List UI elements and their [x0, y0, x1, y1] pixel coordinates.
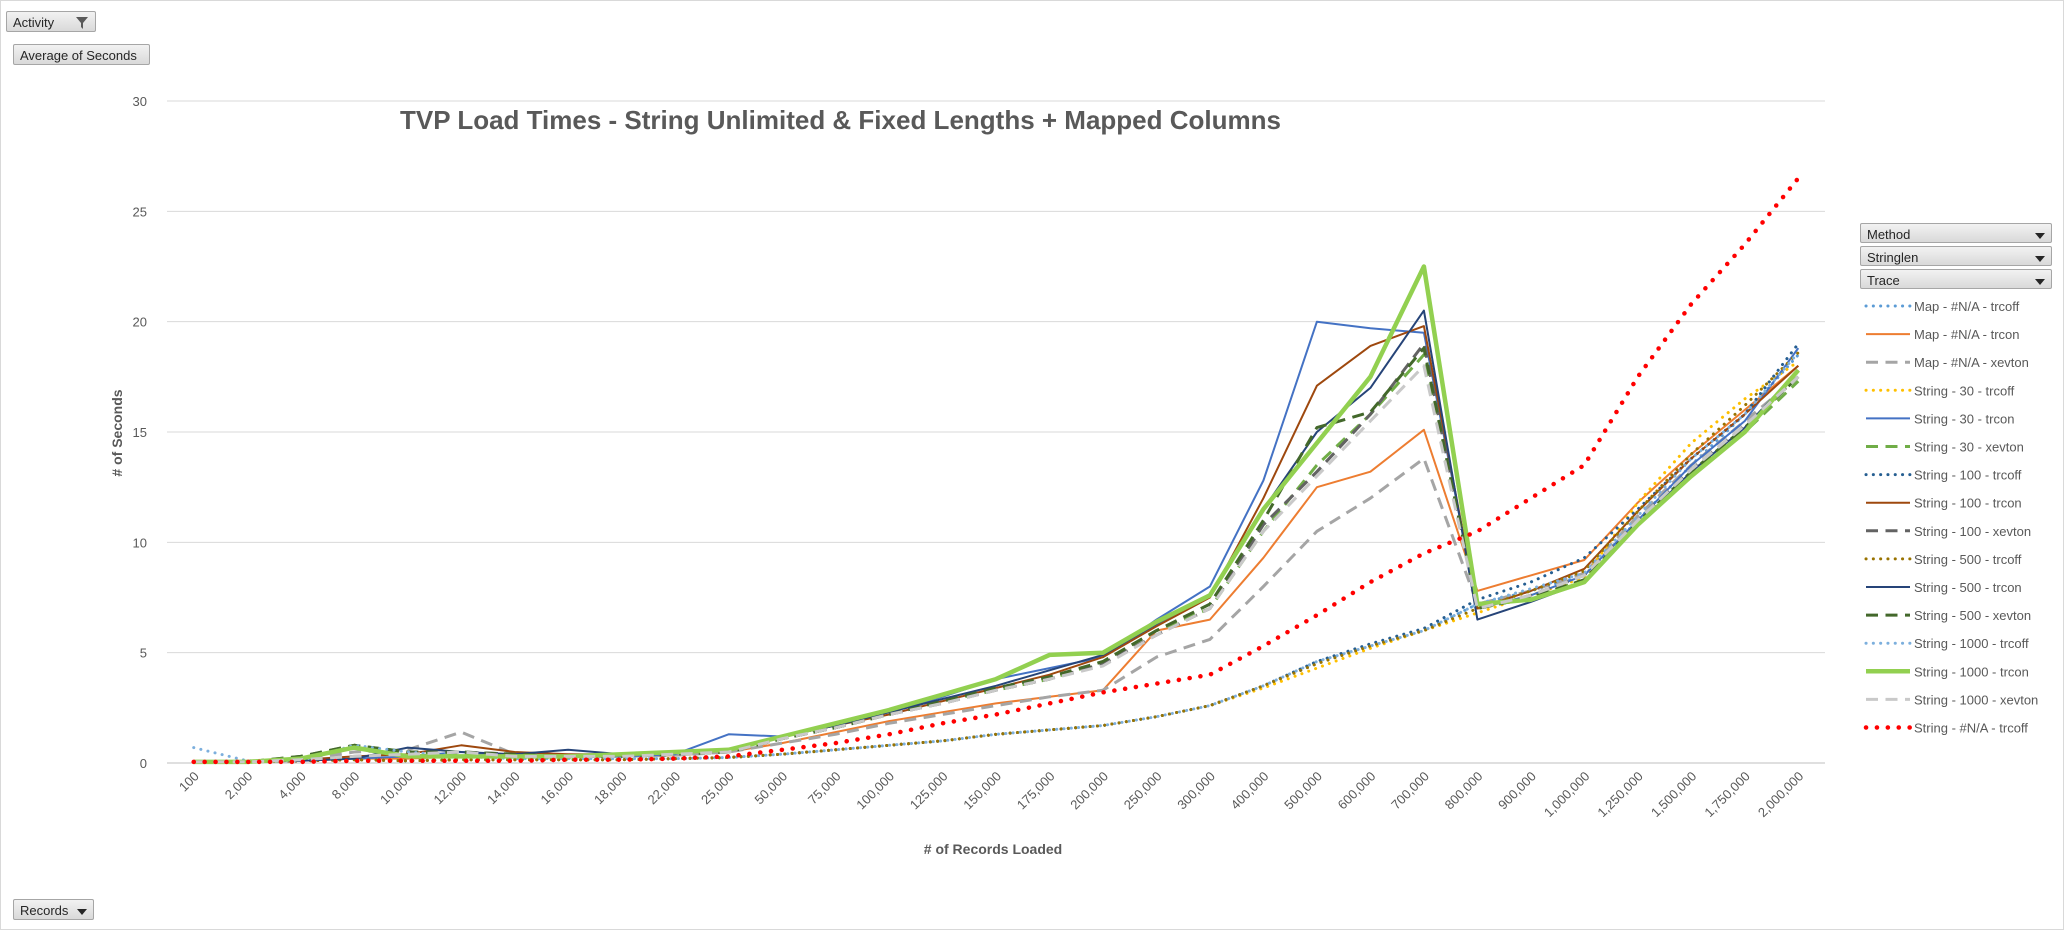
x-tick-label: 125,000 — [907, 769, 951, 813]
series-line-9 — [193, 342, 1800, 764]
legend-field-button-stringlen[interactable]: Stringlen — [1860, 246, 2052, 266]
series-group — [191, 175, 1801, 765]
x-tick-label: 300,000 — [1174, 769, 1218, 813]
x-tick-label: 10,000 — [377, 769, 416, 808]
series-line-12 — [193, 346, 1800, 764]
series-line-14 — [193, 264, 1801, 765]
x-tick-label: 1,250,000 — [1594, 769, 1646, 821]
x-tick-label: 75,000 — [805, 769, 844, 808]
series-line-6 — [193, 353, 1800, 764]
records-axis-button[interactable]: Records — [13, 899, 94, 920]
legend-entry-label: String - 100 - trcon — [1914, 496, 2022, 511]
x-tick-label: 600,000 — [1335, 769, 1379, 813]
x-tick-label: 175,000 — [1014, 769, 1058, 813]
series-line-8 — [193, 325, 1799, 763]
chart-title: TVP Load Times - String Unlimited & Fixe… — [400, 105, 1281, 135]
y-axis-title: # of Seconds — [109, 389, 125, 476]
x-tick-label: 1,500,000 — [1648, 769, 1700, 821]
legend-entry-label: String - 100 - trcoff — [1914, 468, 2022, 483]
x-axis-title: # of Records Loaded — [924, 841, 1062, 857]
x-tick-label: 500,000 — [1281, 769, 1325, 813]
x-tick-label: 800,000 — [1442, 769, 1486, 813]
y-tick-label: 20 — [133, 315, 147, 330]
series-line-5 — [193, 320, 1800, 763]
legend-entry-label: String - 30 - trcoff — [1914, 383, 2015, 398]
series-line-15 — [193, 364, 1800, 764]
x-tick-label: 150,000 — [960, 769, 1004, 813]
legend-entry-label: String - 30 - trcon — [1914, 411, 2014, 426]
records-axis-label: Records — [20, 903, 69, 918]
x-tick-label: 900,000 — [1495, 769, 1539, 813]
activity-filter-label: Activity — [13, 15, 55, 30]
value-field-label: Average of Seconds — [20, 48, 137, 63]
x-tick-label: 2,000 — [222, 769, 256, 803]
series-line-11 — [193, 309, 1800, 763]
x-tick-label: 25,000 — [698, 769, 737, 808]
value-field-button[interactable]: Average of Seconds — [13, 44, 150, 65]
legend: Map - #N/A - trcoff Map - #N/A - trcon Map… — [1863, 299, 2038, 736]
legend-entry-label: Map - #N/A - xevton — [1914, 355, 2029, 370]
x-tick-label: 400,000 — [1228, 769, 1272, 813]
y-tick-label: 15 — [133, 425, 147, 440]
filter-icon — [76, 17, 88, 29]
x-tick-label: 250,000 — [1121, 769, 1165, 813]
x-tick-label: 50,000 — [751, 769, 790, 808]
chevron-down-icon — [77, 909, 87, 915]
activity-filter-button[interactable]: Activity — [6, 11, 96, 32]
series-line-4 — [192, 359, 1800, 764]
gridlines — [167, 100, 1825, 764]
chevron-down-icon — [2035, 233, 2045, 239]
legend-entry-label: String - 500 - trcon — [1914, 580, 2022, 595]
legend-entry-label: Map - #N/A - trcoff — [1914, 299, 2020, 314]
legend-field-label-stringlen: Stringlen — [1867, 250, 1919, 265]
legend-entry-label: Map - #N/A - trcon — [1914, 327, 2019, 342]
y-tick-label: 10 — [133, 535, 147, 550]
x-tick-label: 1,000,000 — [1541, 769, 1593, 821]
legend-entry-label: String - 30 - xevton — [1914, 440, 2024, 455]
legend-entry-label: String - 1000 - trcon — [1914, 664, 2029, 679]
x-tick-label: 8,000 — [329, 769, 363, 803]
series-line-16 — [191, 175, 1801, 765]
x-tick-label: 1,750,000 — [1701, 769, 1753, 821]
series-line-2 — [193, 365, 1799, 763]
series-line-10 — [192, 351, 1800, 764]
x-tick-label: 18,000 — [591, 769, 630, 808]
legend-entry-label: String - 1000 - trcoff — [1914, 636, 2029, 651]
x-tick-label: 4,000 — [275, 769, 309, 803]
y-tick-label: 5 — [140, 646, 147, 661]
x-tick-label: 12,000 — [431, 769, 470, 808]
x-axis-ticks: 100 2,000 4,000 8,000 10,000 12,000 14,000 16,0… — [176, 769, 1806, 821]
y-tick-label: 30 — [133, 94, 147, 109]
x-tick-label: 700,000 — [1388, 769, 1432, 813]
x-tick-label: 2,000,000 — [1755, 769, 1807, 821]
legend-entry-label: String - 1000 - xevton — [1914, 692, 2038, 707]
legend-entry-label: String - 100 - xevton — [1914, 524, 2031, 539]
x-tick-label: 200,000 — [1067, 769, 1111, 813]
series-line-13 — [192, 351, 1800, 763]
legend-entry-label: String - #N/A - trcoff — [1914, 721, 2028, 736]
x-tick-label: 100 — [176, 769, 202, 795]
legend-entry-label: String - 500 - xevton — [1914, 608, 2031, 623]
chevron-down-icon — [2035, 256, 2045, 262]
x-tick-label: 100,000 — [853, 769, 897, 813]
y-tick-label: 0 — [140, 756, 147, 771]
series-line-7 — [192, 342, 1800, 764]
series-line-1 — [192, 353, 1800, 764]
legend-field-label-method: Method — [1867, 227, 1911, 242]
x-tick-label: 16,000 — [538, 769, 577, 808]
legend-field-button-trace[interactable]: Trace — [1860, 269, 2052, 289]
y-tick-label: 25 — [133, 204, 147, 219]
x-tick-label: 14,000 — [484, 769, 523, 808]
legend-field-button-method[interactable]: Method — [1860, 223, 2052, 243]
y-axis-ticks: 0 5 10 15 20 25 30 — [133, 94, 147, 771]
legend-entry-label: String - 500 - trcoff — [1914, 552, 2022, 567]
legend-field-label-trace: Trace — [1867, 273, 1900, 288]
x-tick-label: 22,000 — [644, 769, 683, 808]
chevron-down-icon — [2035, 279, 2045, 285]
